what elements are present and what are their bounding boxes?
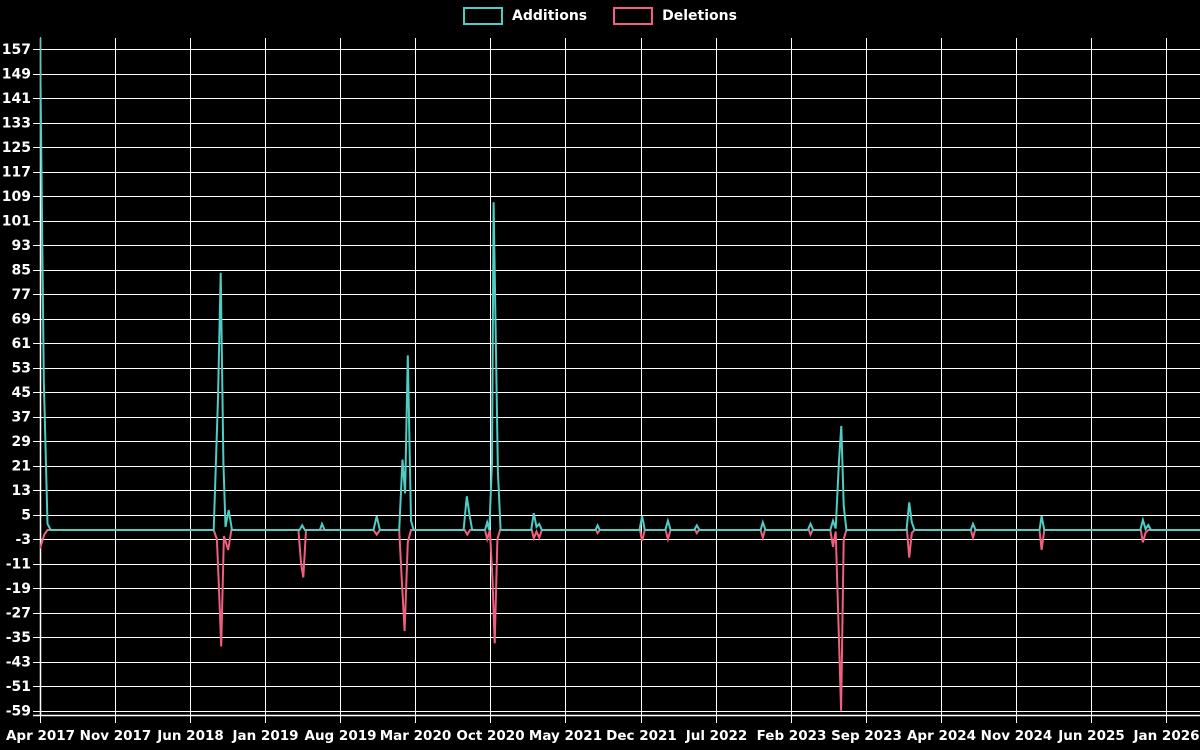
y-tick-label: 61 xyxy=(12,336,31,352)
y-tick-label: -19 xyxy=(6,581,31,597)
y-tick-label: 141 xyxy=(2,91,31,107)
x-tick-label: Jan 2026 xyxy=(1132,728,1199,744)
x-tick-label: Jun 2018 xyxy=(156,728,224,744)
y-tick-label: 117 xyxy=(2,165,31,181)
y-tick-label: -59 xyxy=(6,704,31,720)
y-tick-label: 77 xyxy=(12,287,31,303)
series-line-additions[interactable] xyxy=(40,37,1200,532)
legend-item-additions[interactable]: Additions xyxy=(463,7,587,25)
grid xyxy=(33,38,1200,723)
legend-item-deletions[interactable]: Deletions xyxy=(613,7,737,25)
y-tick-label: -3 xyxy=(15,532,31,548)
x-tick-label: Oct 2020 xyxy=(456,728,524,744)
y-tick-label: 29 xyxy=(12,434,31,450)
y-tick-label: 149 xyxy=(2,67,31,83)
additions-swatch-icon xyxy=(463,7,504,25)
y-tick-label: -43 xyxy=(6,655,31,671)
x-tick-label: Jul 2022 xyxy=(685,728,748,744)
x-tick-label: Nov 2024 xyxy=(981,728,1053,744)
y-tick-label: 69 xyxy=(12,312,31,328)
y-tick-label: -51 xyxy=(6,679,31,695)
y-tick-label: 101 xyxy=(2,214,31,230)
y-tick-label: -11 xyxy=(6,557,31,573)
y-tick-label: 13 xyxy=(12,483,31,499)
deletions-swatch-icon xyxy=(613,7,654,25)
x-tick-label: Apr 2017 xyxy=(6,728,75,744)
x-tick-label: Apr 2024 xyxy=(907,728,976,744)
y-tick-label: -27 xyxy=(6,606,31,622)
x-tick-label: Sep 2023 xyxy=(831,728,902,744)
x-tick-label: Nov 2017 xyxy=(80,728,152,744)
x-tick-label: Dec 2021 xyxy=(606,728,677,744)
x-tick-label: Mar 2020 xyxy=(380,728,451,744)
y-tick-label: 125 xyxy=(2,140,31,156)
legend-label-deletions: Deletions xyxy=(662,8,737,24)
y-tick-label: 93 xyxy=(12,238,31,254)
y-tick-label: -35 xyxy=(6,630,31,646)
y-tick-label: 37 xyxy=(12,410,31,426)
x-tick-label: Jun 2025 xyxy=(1057,728,1125,744)
y-tick-label: 21 xyxy=(12,459,31,475)
y-tick-label: 5 xyxy=(21,508,31,524)
series-line-deletions[interactable] xyxy=(40,528,1200,711)
y-tick-label: 85 xyxy=(12,263,31,279)
y-tick-label: 133 xyxy=(2,116,31,132)
x-tick-label: Jan 2019 xyxy=(231,728,298,744)
legend-label-additions: Additions xyxy=(512,8,588,24)
y-tick-label: 109 xyxy=(2,189,31,205)
y-tick-label: 53 xyxy=(12,361,31,377)
x-tick-label: May 2021 xyxy=(529,728,602,744)
y-tick-label: 45 xyxy=(12,385,31,401)
x-tick-label: Aug 2019 xyxy=(305,728,377,744)
chart-legend: Additions Deletions xyxy=(0,7,1200,25)
y-tick-label: 157 xyxy=(2,42,31,58)
x-tick-label: Feb 2023 xyxy=(757,728,827,744)
